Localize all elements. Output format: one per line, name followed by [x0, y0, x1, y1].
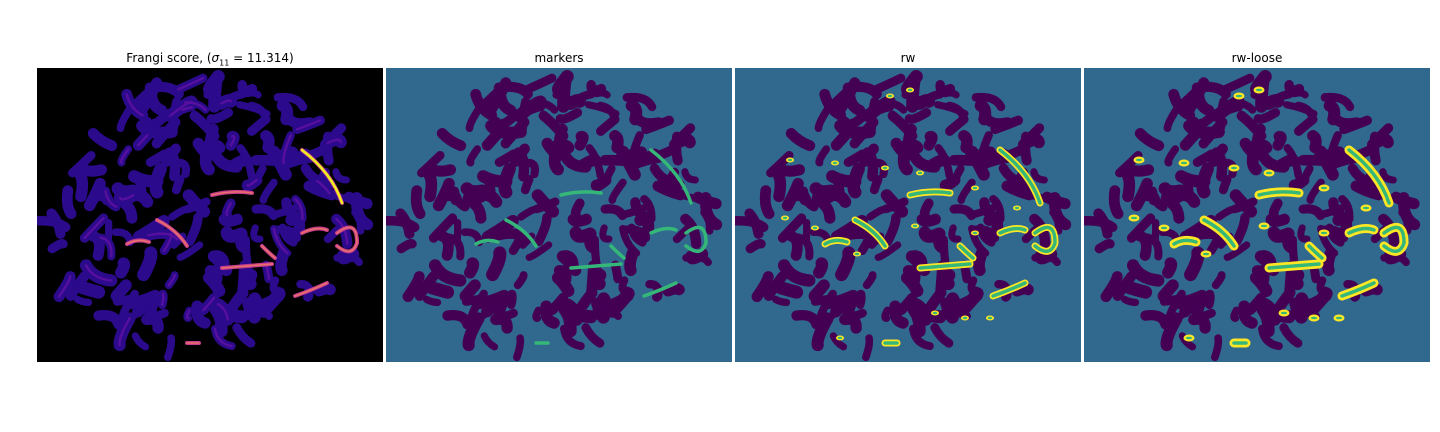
rw-svg [735, 68, 1081, 362]
markers-image [386, 68, 732, 362]
rw-loose-image [1084, 68, 1430, 362]
frangi-ridges [57, 76, 360, 348]
frangi-score-svg [37, 68, 383, 362]
markers-panel-title: markers [534, 51, 584, 65]
rw-image [735, 68, 1081, 362]
rw-labels [781, 87, 1059, 347]
frangi-panel-title: Frangi score, (σ11 = 11.314) [126, 51, 294, 68]
markers-background [386, 68, 732, 362]
frangi-background [37, 68, 383, 362]
rw-loose-panel-title: rw-loose [1231, 51, 1283, 65]
markers-labels [474, 148, 708, 345]
rw-loose-svg [1084, 68, 1430, 362]
rw-panel-title: rw [900, 51, 916, 65]
rw-background [735, 68, 1081, 362]
rw-loose-cells [1084, 70, 1421, 362]
frangi-score-image [37, 68, 383, 362]
markers-svg [386, 68, 732, 362]
rw-cells [735, 70, 1072, 362]
rw-loose-labels [1128, 86, 1409, 348]
